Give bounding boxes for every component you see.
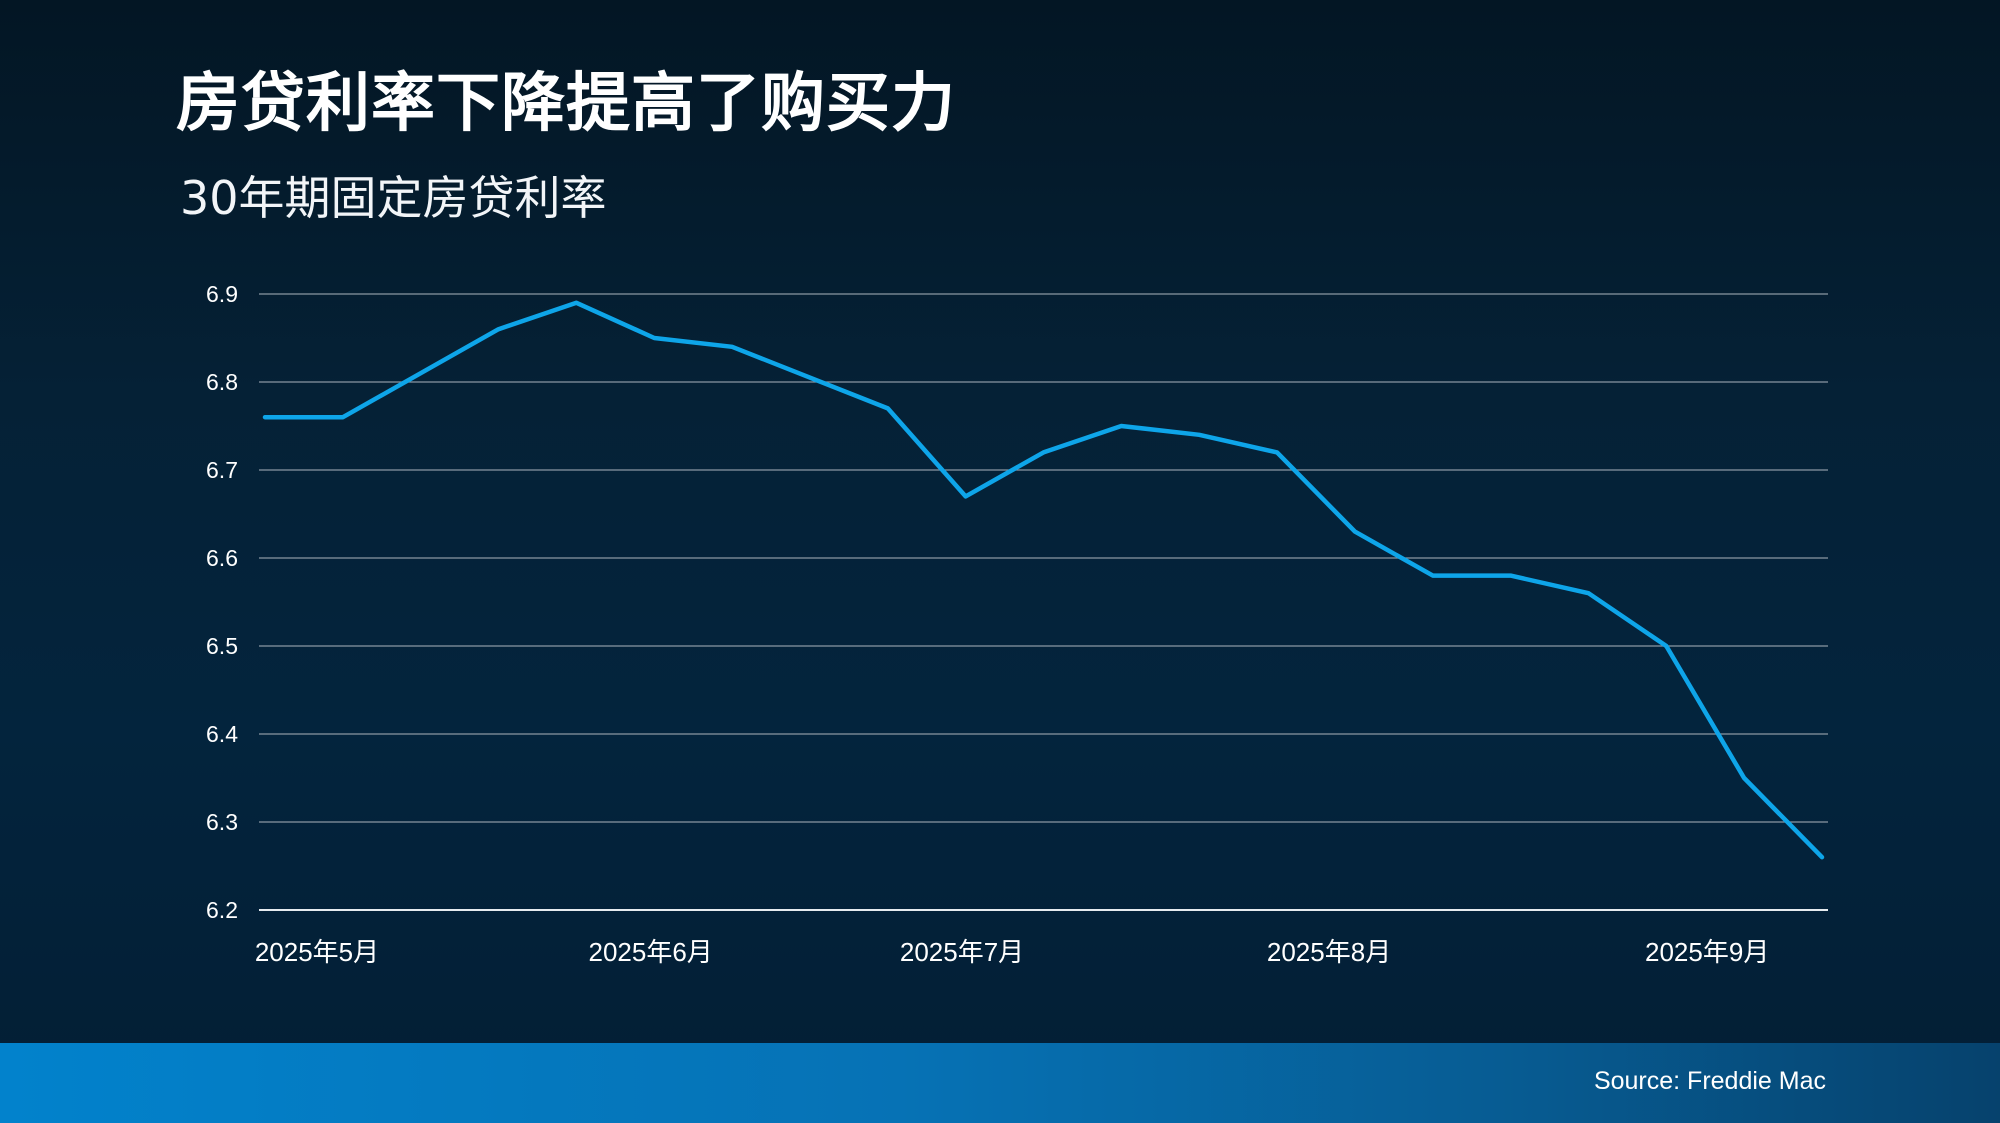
y-tick-label: 6.8 bbox=[206, 369, 238, 395]
footer-bar: Source: Freddie Mac bbox=[0, 1043, 2000, 1123]
y-tick-label: 6.7 bbox=[206, 457, 238, 483]
x-tick-label: 2025年9月 bbox=[1645, 937, 1769, 967]
y-tick-label: 6.9 bbox=[206, 281, 238, 307]
x-tick-label: 2025年8月 bbox=[1267, 937, 1391, 967]
y-tick-label: 6.2 bbox=[206, 897, 238, 923]
x-axis-ticks: 2025年5月 2025年6月 2025年7月 2025年8月 2025年9月 bbox=[255, 937, 1769, 967]
slide-title: 房贷利率下降提高了购买力 bbox=[176, 67, 956, 141]
x-tick-label: 2025年5月 bbox=[255, 937, 379, 967]
y-tick-label: 6.3 bbox=[206, 809, 238, 835]
series-lines bbox=[262, 300, 1825, 860]
y-tick-label: 6.4 bbox=[206, 721, 238, 747]
x-tick-label: 2025年7月 bbox=[900, 937, 1024, 967]
y-tick-label: 6.5 bbox=[206, 633, 238, 659]
series-line bbox=[262, 300, 1825, 860]
line-chart: 6.26.36.46.56.66.76.86.9 2025年5月 2025年6月 2… bbox=[206, 281, 1828, 967]
y-axis-ticks: 6.2 6.3 6.4 6.5 6.6 6.7 6.8 6.9 bbox=[206, 281, 238, 923]
y-tick-label: 6.6 bbox=[206, 545, 238, 571]
x-tick-label: 2025年6月 bbox=[588, 937, 712, 967]
source-label: Source: Freddie Mac bbox=[1593, 1067, 1826, 1095]
gridlines bbox=[259, 293, 1828, 911]
chart-subtitle: 30年期固定房贷利率 bbox=[180, 171, 607, 225]
